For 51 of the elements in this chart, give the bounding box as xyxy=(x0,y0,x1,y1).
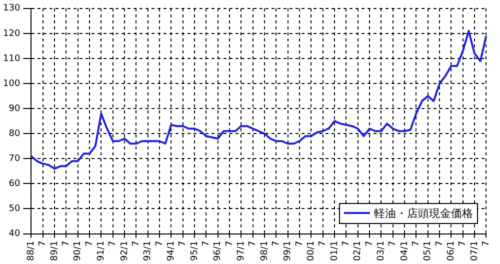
x-tick-label: 06/1 xyxy=(446,240,457,262)
x-tick-label: 7 xyxy=(412,240,422,247)
x-tick-label: 04/1 xyxy=(400,240,410,262)
x-tick-label: 7 xyxy=(294,240,305,247)
y-tick-label: 90 xyxy=(8,104,20,114)
y-tick-label: 70 xyxy=(8,154,20,164)
x-tick-label: 7 xyxy=(108,240,118,247)
x-tick-label: 03/1 xyxy=(376,240,387,262)
y-tick-label: 110 xyxy=(2,54,20,64)
x-tick-label: 89/1 xyxy=(50,240,60,262)
x-tick-label: 98/1 xyxy=(260,240,270,262)
legend-label: 軽油・店頭現金価格 xyxy=(374,206,474,221)
x-tick-label: 00/1 xyxy=(306,240,317,262)
x-tick-label: 7 xyxy=(272,240,282,247)
x-tick-label: 93/1 xyxy=(143,240,154,262)
x-tick-label: 07/1 xyxy=(470,240,480,262)
x-tick-label: 7 xyxy=(132,240,142,247)
x-tick-label: 7 xyxy=(62,240,72,247)
y-tick-label: 130 xyxy=(2,4,20,14)
x-tick-label: 90/1 xyxy=(73,240,84,262)
x-tick-label: 7 xyxy=(318,240,328,247)
y-tick-label: 60 xyxy=(8,179,20,190)
x-tick-label: 05/1 xyxy=(423,240,434,262)
x-tick-label: 01/1 xyxy=(330,240,340,262)
x-tick-label: 97/1 xyxy=(236,240,247,262)
x-tick-label: 7 xyxy=(342,240,352,247)
x-tick-label: 7 xyxy=(38,240,48,247)
y-tick-label: 40 xyxy=(8,229,20,240)
x-tick-label: 7 xyxy=(458,240,468,247)
x-tick-label: 96/1 xyxy=(213,240,224,262)
y-tick-label: 100 xyxy=(2,78,20,89)
x-tick-label: 94/1 xyxy=(166,240,177,262)
x-tick-label: 95/1 xyxy=(190,240,200,262)
y-tick-label: 120 xyxy=(2,28,20,39)
x-tick-label: 7 xyxy=(388,240,398,247)
x-tick-label: 7 xyxy=(434,240,445,247)
x-tick-label: 7 xyxy=(248,240,258,247)
x-tick-label: 7 xyxy=(84,240,95,247)
x-tick-label: 02/1 xyxy=(353,240,364,262)
y-tick-label: 50 xyxy=(8,204,20,214)
x-tick-label: 7 xyxy=(482,240,492,247)
x-tick-label: 7 xyxy=(178,240,188,247)
x-tick-label: 99/1 xyxy=(283,240,294,262)
y-tick-label: 80 xyxy=(8,128,20,139)
x-tick-label: 7 xyxy=(202,240,212,247)
x-tick-label: 7 xyxy=(224,240,235,247)
x-tick-label: 7 xyxy=(154,240,165,247)
x-tick-label: 88/1 xyxy=(26,240,37,262)
x-tick-label: 92/1 xyxy=(120,240,130,262)
x-tick-label: 7 xyxy=(364,240,375,247)
x-tick-label: 91/1 xyxy=(96,240,107,262)
